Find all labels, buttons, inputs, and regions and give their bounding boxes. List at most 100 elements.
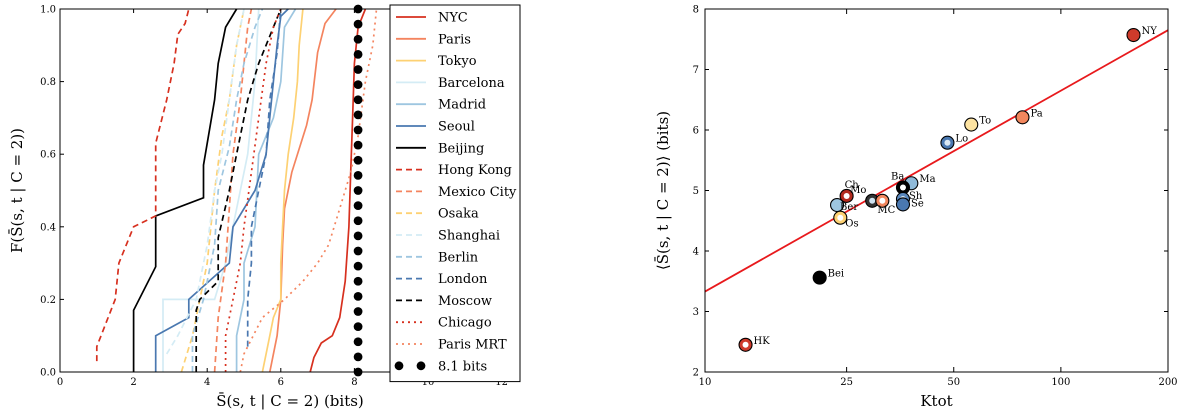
scatter-point-os <box>833 210 848 225</box>
legend-label: Berlin <box>438 250 479 265</box>
scatter-marker <box>812 270 827 285</box>
fit-line-group <box>704 29 1169 293</box>
scatter-point-label: MC <box>877 205 895 216</box>
scatter-marker <box>1126 27 1141 43</box>
y-tick-label: 0.8 <box>40 77 56 88</box>
bits-reference-dots <box>353 4 363 377</box>
bits-reference-dot <box>353 125 363 135</box>
y-tick-label: 4 <box>693 247 699 258</box>
y-tick-label: 6 <box>693 126 699 137</box>
scatter-point-label: HK <box>754 336 771 347</box>
bits-reference-dot <box>353 307 363 316</box>
scatter-marker <box>964 117 979 132</box>
bits-reference-dot <box>353 276 363 286</box>
scatter-marker <box>895 197 911 212</box>
scatter-marker-inner <box>899 184 906 191</box>
legend-label: Mexico City <box>438 185 517 200</box>
x-tick-label: 4 <box>204 377 210 388</box>
x-tick-label: 6 <box>278 377 284 388</box>
bits-reference-dot <box>353 140 363 150</box>
bits-reference-dot <box>353 337 363 347</box>
scatter-point-label: Os <box>845 219 858 230</box>
scatter-point-ch <box>839 188 854 203</box>
legend-label: Madrid <box>438 98 486 113</box>
scatter-marker-inner <box>843 192 850 199</box>
bits-reference-dot <box>353 95 363 105</box>
scatter-marker-inner <box>837 214 844 221</box>
cdf-x-axis-label: S̄(s, t | C = 2) (bits) <box>216 392 364 410</box>
bits-reference-dot <box>353 261 363 271</box>
y-tick-label: 0.4 <box>40 222 56 233</box>
scatter-point-se <box>895 197 911 212</box>
scatter-point-label: Se <box>911 198 924 209</box>
scatter-point-bei <box>812 270 827 285</box>
bits-reference-dot <box>353 110 363 120</box>
scatter-point-label: To <box>979 116 991 127</box>
x-tick-label: 10 <box>422 377 435 388</box>
scatter-marker-inner <box>944 139 951 146</box>
cdf-y-axis-label: F(S̄(s, t | C = 2)) <box>8 128 26 253</box>
bits-reference-dot <box>353 322 363 332</box>
bits-reference-dot <box>353 19 363 29</box>
scatter-point-lo <box>940 135 955 150</box>
scatter-point-ba <box>895 180 911 195</box>
legend-swatch <box>416 361 426 371</box>
legend-label: NYC <box>438 11 468 26</box>
scatter-point-ny <box>1126 27 1141 43</box>
bits-reference-dot <box>353 201 363 211</box>
legend-label: Chicago <box>438 316 492 331</box>
scatter-point-label: Ber <box>840 202 858 213</box>
scatter-point-label: Ba <box>891 171 904 182</box>
x-tick-label: 10 <box>699 377 712 388</box>
scatter-point-to <box>964 117 979 132</box>
scatter-marker-inner <box>879 197 886 204</box>
legend-label: Paris <box>438 32 471 47</box>
scatter-point-label: NY <box>1142 26 1158 37</box>
cdf-ticks: 0 2 4 6 8 10 12 0.0 0.2 0.4 0.6 0.8 1.0 <box>40 5 520 388</box>
bits-reference-dot <box>353 231 363 241</box>
bits-reference-dot <box>353 49 363 59</box>
scatter-point-label: Mo <box>850 185 866 196</box>
y-tick-label: 0.6 <box>40 150 56 161</box>
scatter-point-label: Bei <box>828 269 844 280</box>
scatter-marker-inner <box>869 197 876 204</box>
scatter-y-axis-label: ⟨S̄(s, t | C = 2)⟩ (bits) <box>654 111 672 270</box>
legend-label: Paris MRT <box>438 338 507 353</box>
legend-box <box>389 4 521 383</box>
y-tick-label: 8 <box>693 5 699 16</box>
cdf-line-beijing <box>132 8 238 372</box>
x-tick-label: 2 <box>130 377 136 388</box>
bits-reference-dot <box>353 155 363 165</box>
cdf-line-berlin <box>191 8 264 372</box>
legend-label: Moscow <box>438 294 492 309</box>
bits-reference-dot <box>353 246 363 256</box>
x-tick-label: 0 <box>57 377 63 388</box>
scatter-point-label: Ch <box>845 180 860 191</box>
cdf-line-chicago <box>224 8 282 372</box>
cdf-chart: 0 2 4 6 8 10 12 0.0 0.2 0.4 0.6 0.8 1.0 S̄(s, t | C … <box>8 4 521 410</box>
fit-line <box>704 29 1169 293</box>
cdf-line-london <box>246 8 282 347</box>
legend-swatch <box>394 361 404 371</box>
scatter-point-label: Ma <box>919 174 935 185</box>
y-tick-label: 0.0 <box>40 368 56 379</box>
y-tick-label: 5 <box>693 186 699 197</box>
cdf-series-group <box>95 8 378 373</box>
y-tick-label: 3 <box>693 307 699 318</box>
x-tick-label: 25 <box>840 377 853 388</box>
y-tick-label: 0.2 <box>40 295 56 306</box>
scatter-point-label: Sh <box>909 191 923 202</box>
legend-label: Shanghai <box>438 229 500 244</box>
legend-label: Hong Kong <box>438 163 512 178</box>
cdf-line-hong-kong <box>95 8 190 362</box>
bits-reference-dot <box>353 170 363 180</box>
cdf-legend: NYC Paris Tokyo Barcelona Madrid Seoul Beijing… <box>389 4 521 383</box>
scatter-marker-inner <box>742 341 749 348</box>
legend-label: 8.1 bits <box>438 359 487 374</box>
scatter-point-mc <box>875 193 890 208</box>
y-tick-label: 7 <box>693 65 699 76</box>
cdf-line-madrid <box>235 8 297 372</box>
